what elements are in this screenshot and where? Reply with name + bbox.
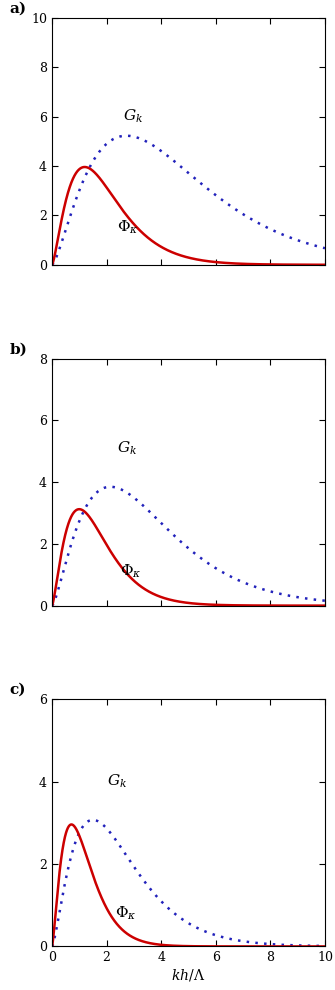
Text: $\Phi_\kappa$: $\Phi_\kappa$: [118, 219, 139, 237]
Text: a): a): [10, 1, 27, 16]
Text: $\Phi_\kappa$: $\Phi_\kappa$: [120, 563, 142, 580]
Text: $G_k$: $G_k$: [123, 108, 143, 126]
Text: $\Phi_\kappa$: $\Phi_\kappa$: [115, 905, 136, 923]
X-axis label: $kh/\Lambda$: $kh/\Lambda$: [171, 967, 206, 983]
Text: c): c): [10, 683, 26, 697]
Text: b): b): [10, 343, 27, 356]
Text: $G_k$: $G_k$: [118, 440, 137, 456]
Text: $G_k$: $G_k$: [107, 773, 127, 790]
